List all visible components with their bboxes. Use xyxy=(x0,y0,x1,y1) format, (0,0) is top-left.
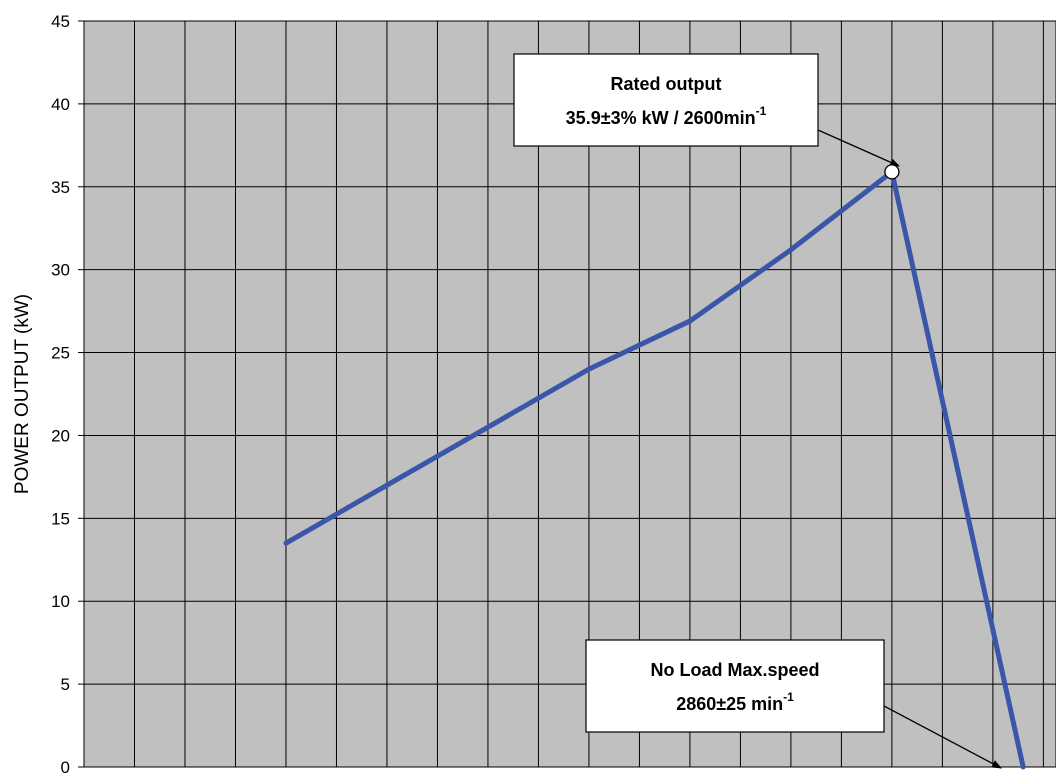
y-tick-label: 5 xyxy=(61,675,70,694)
y-tick-label: 40 xyxy=(51,95,70,114)
data-point xyxy=(687,319,692,324)
no-load-max-speed-value: 2860±25 min-1 xyxy=(676,690,794,714)
y-tick-label: 45 xyxy=(51,12,70,31)
y-tick-label: 0 xyxy=(61,758,70,776)
y-tick-label: 15 xyxy=(51,509,70,528)
no-load-max-speed-title: No Load Max.speed xyxy=(650,660,819,680)
data-point xyxy=(586,367,591,372)
y-tick-label: 25 xyxy=(51,344,70,363)
y-tick-label: 35 xyxy=(51,178,70,197)
data-point xyxy=(384,483,389,488)
data-point xyxy=(283,541,288,546)
rated-output-title: Rated output xyxy=(611,74,722,94)
y-axis-ticks: 0 5 10 15 20 25 30 35 40 45 xyxy=(51,12,84,776)
data-point xyxy=(1021,765,1026,770)
y-tick-label: 10 xyxy=(51,592,70,611)
data-point xyxy=(485,425,490,430)
y-tick-label: 30 xyxy=(51,261,70,280)
rated-output-marker xyxy=(885,165,899,179)
rated-output-value: 35.9±3% kW / 2600min-1 xyxy=(566,104,767,128)
y-tick-label: 20 xyxy=(51,426,70,445)
no-load-max-speed-box xyxy=(586,640,884,732)
data-point xyxy=(788,247,793,252)
y-axis-label: POWER OUTPUT (kW) xyxy=(12,294,33,494)
rated-output-box xyxy=(514,54,818,146)
